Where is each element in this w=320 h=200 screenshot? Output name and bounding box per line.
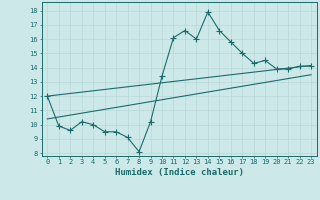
X-axis label: Humidex (Indice chaleur): Humidex (Indice chaleur)	[115, 168, 244, 177]
